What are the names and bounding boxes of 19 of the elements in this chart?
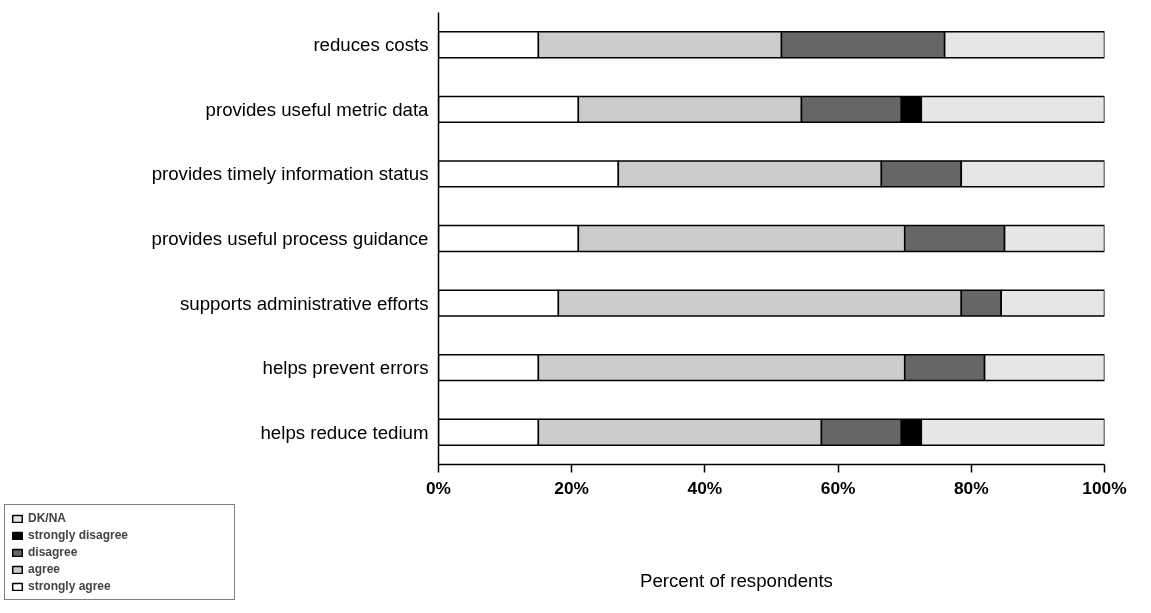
y-tick-label: provides useful metric data (205, 98, 430, 120)
x-tick-label: 20% (554, 477, 590, 498)
y-tick-label: helps prevent errors (262, 357, 429, 379)
x-tick-label: 100% (1082, 477, 1127, 498)
y-tick-label: provides useful process guidance (151, 228, 429, 249)
x-axis-title: Percent of respondents (640, 569, 833, 593)
y-tick-label: supports administrative efforts (179, 292, 429, 314)
legend-label: agree (28, 562, 62, 576)
legend-label: DK/NA (28, 511, 67, 525)
x-tick-label: 60% (820, 477, 856, 498)
x-tick-label: 0% (425, 477, 452, 498)
x-tick-label: 80% (953, 477, 989, 498)
legend-label: disagree (28, 545, 79, 559)
x-tick-label: 40% (687, 477, 723, 498)
legend-label: strongly disagree (28, 528, 130, 542)
y-tick-label: provides timely information status (151, 163, 429, 185)
y-tick-label: reduces costs (313, 34, 429, 56)
legend-label: strongly agree (28, 579, 112, 593)
y-tick-label: helps reduce tedium (260, 421, 429, 443)
